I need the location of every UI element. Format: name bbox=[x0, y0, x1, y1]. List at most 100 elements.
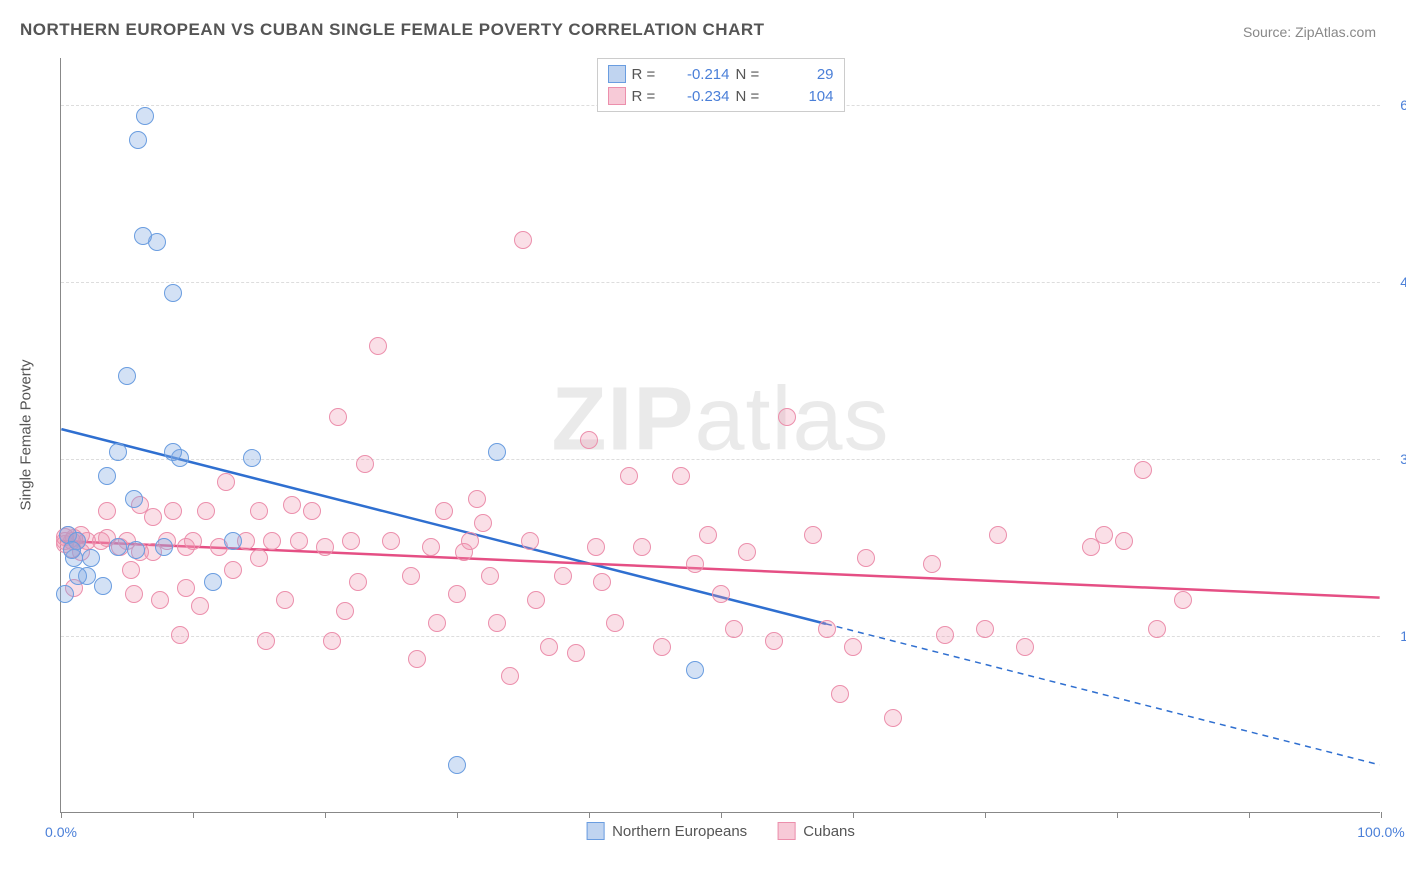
plot-area: Single Female Poverty ZIPatlas R = -0.21… bbox=[60, 58, 1380, 813]
data-point bbox=[82, 549, 100, 567]
data-point bbox=[329, 408, 347, 426]
data-point bbox=[316, 538, 334, 556]
data-point bbox=[63, 541, 81, 559]
legend-pink-R: -0.234 bbox=[672, 88, 730, 105]
y-axis-title: Single Female Poverty bbox=[18, 360, 35, 511]
legend-series: Northern Europeans Cubans bbox=[586, 822, 855, 840]
data-point bbox=[804, 526, 822, 544]
xtick bbox=[1381, 812, 1382, 818]
data-point bbox=[109, 538, 127, 556]
data-point bbox=[349, 573, 367, 591]
xtick bbox=[721, 812, 722, 818]
xtick bbox=[1249, 812, 1250, 818]
data-point bbox=[109, 443, 127, 461]
data-point bbox=[455, 543, 473, 561]
xtick bbox=[457, 812, 458, 818]
data-point bbox=[448, 756, 466, 774]
legend-stats-row-blue: R = -0.214 N = 29 bbox=[608, 63, 834, 85]
data-point bbox=[1115, 532, 1133, 550]
gridline bbox=[61, 282, 1380, 283]
data-point bbox=[155, 538, 173, 556]
xtick bbox=[193, 812, 194, 818]
data-point bbox=[587, 538, 605, 556]
data-point bbox=[336, 602, 354, 620]
ytick-label: 15.0% bbox=[1385, 628, 1406, 644]
chart-title: NORTHERN EUROPEAN VS CUBAN SINGLE FEMALE… bbox=[20, 20, 765, 40]
data-point bbox=[936, 626, 954, 644]
data-point bbox=[686, 661, 704, 679]
watermark: ZIPatlas bbox=[551, 368, 889, 471]
data-point bbox=[369, 337, 387, 355]
data-point bbox=[276, 591, 294, 609]
legend-stats: R = -0.214 N = 29 R = -0.234 N = 104 bbox=[597, 58, 845, 112]
data-point bbox=[402, 567, 420, 585]
data-point bbox=[164, 284, 182, 302]
data-point bbox=[884, 709, 902, 727]
data-point bbox=[818, 620, 836, 638]
data-point bbox=[122, 561, 140, 579]
data-point bbox=[129, 131, 147, 149]
data-point bbox=[98, 502, 116, 520]
data-point bbox=[136, 107, 154, 125]
legend-item-pink: Cubans bbox=[777, 822, 855, 840]
data-point bbox=[224, 532, 242, 550]
data-point bbox=[422, 538, 440, 556]
legend-N-label: N = bbox=[736, 88, 770, 105]
data-point bbox=[540, 638, 558, 656]
legend-N-label: N = bbox=[736, 66, 770, 83]
data-point bbox=[554, 567, 572, 585]
data-point bbox=[567, 644, 585, 662]
data-point bbox=[125, 490, 143, 508]
data-point bbox=[303, 502, 321, 520]
data-point bbox=[263, 532, 281, 550]
data-point bbox=[290, 532, 308, 550]
source-label: Source: ZipAtlas.com bbox=[1243, 24, 1376, 40]
data-point bbox=[620, 467, 638, 485]
data-point bbox=[672, 467, 690, 485]
data-point bbox=[164, 502, 182, 520]
data-point bbox=[56, 585, 74, 603]
data-point bbox=[844, 638, 862, 656]
data-point bbox=[448, 585, 466, 603]
data-point bbox=[191, 597, 209, 615]
legend-pink-label: Cubans bbox=[803, 823, 855, 840]
data-point bbox=[778, 408, 796, 426]
ytick-label: 45.0% bbox=[1385, 274, 1406, 290]
data-point bbox=[342, 532, 360, 550]
data-point bbox=[257, 632, 275, 650]
data-point bbox=[1016, 638, 1034, 656]
data-point bbox=[125, 585, 143, 603]
data-point bbox=[765, 632, 783, 650]
data-point bbox=[527, 591, 545, 609]
legend-stats-row-pink: R = -0.234 N = 104 bbox=[608, 85, 834, 107]
data-point bbox=[382, 532, 400, 550]
data-point bbox=[468, 490, 486, 508]
data-point bbox=[134, 227, 152, 245]
legend-R-label: R = bbox=[632, 88, 666, 105]
legend-blue-R: -0.214 bbox=[672, 66, 730, 83]
xtick bbox=[1117, 812, 1118, 818]
data-point bbox=[488, 443, 506, 461]
data-point bbox=[1174, 591, 1192, 609]
watermark-bold: ZIP bbox=[551, 369, 694, 469]
legend-swatch-blue-icon bbox=[586, 822, 604, 840]
ytick-label: 30.0% bbox=[1385, 451, 1406, 467]
data-point bbox=[323, 632, 341, 650]
data-point bbox=[118, 367, 136, 385]
data-point bbox=[177, 579, 195, 597]
xtick-label: 0.0% bbox=[45, 824, 77, 840]
data-point bbox=[250, 502, 268, 520]
data-point bbox=[686, 555, 704, 573]
data-point bbox=[283, 496, 301, 514]
legend-swatch-blue-icon bbox=[608, 65, 626, 83]
data-point bbox=[514, 231, 532, 249]
data-point bbox=[989, 526, 1007, 544]
data-point bbox=[606, 614, 624, 632]
data-point bbox=[435, 502, 453, 520]
data-point bbox=[356, 455, 374, 473]
data-point bbox=[976, 620, 994, 638]
data-point bbox=[725, 620, 743, 638]
legend-swatch-pink-icon bbox=[608, 87, 626, 105]
data-point bbox=[94, 577, 112, 595]
legend-pink-N: 104 bbox=[776, 88, 834, 105]
